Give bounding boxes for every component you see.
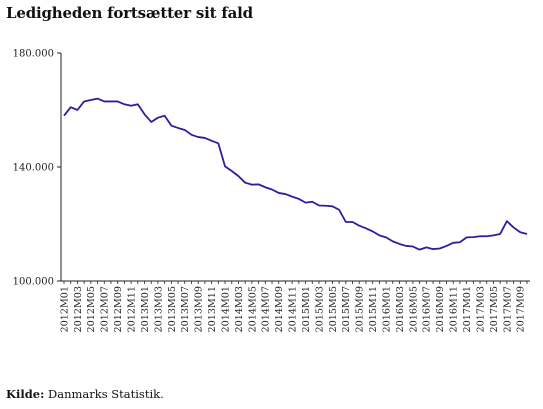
x-tick-label: 2017M09 xyxy=(516,286,527,332)
x-tick-label: 2013M07 xyxy=(180,286,191,332)
x-tick-label: 2013M09 xyxy=(194,286,205,332)
x-tick-label: 2012M01 xyxy=(59,286,70,332)
x-tick-label: 2017M01 xyxy=(462,286,473,332)
x-tick-label: 2014M09 xyxy=(274,286,285,332)
x-tick-label: 2015M01 xyxy=(301,286,312,332)
x-tick-label: 2017M07 xyxy=(502,286,513,332)
x-tick-label: 2016M07 xyxy=(422,286,433,332)
x-tick-label: 2014M03 xyxy=(234,286,245,332)
x-tick-label: 2014M11 xyxy=(288,286,299,332)
source-text: Danmarks Statistik. xyxy=(44,387,164,401)
x-tick-label: 2015M09 xyxy=(355,286,366,332)
x-tick-label: 2017M03 xyxy=(475,286,486,332)
x-tick-label: 2014M01 xyxy=(220,286,231,332)
x-tick-label: 2016M01 xyxy=(381,286,392,332)
x-tick-label: 2013M05 xyxy=(167,286,178,332)
x-axis-ticks: 2012M01 2012M03 2012M05 2012M07 2012M09 2012M… xyxy=(59,281,528,332)
y-tick-label: 180.000 xyxy=(13,49,54,60)
x-tick-label: 2016M03 xyxy=(395,286,406,332)
series-line-0 xyxy=(63,97,528,251)
x-tick-label: 2012M11 xyxy=(127,286,138,332)
x-tick-label: 2016M09 xyxy=(435,286,446,332)
x-tick-label: 2014M07 xyxy=(261,286,272,332)
x-tick-label: 2013M03 xyxy=(153,286,164,332)
x-tick-label: 2012M07 xyxy=(100,286,111,332)
series-lines xyxy=(63,97,528,251)
chart-axes xyxy=(60,53,530,282)
x-tick-label: 2014M05 xyxy=(247,286,258,332)
x-tick-label: 2016M11 xyxy=(449,286,460,332)
x-tick-label: 2015M11 xyxy=(368,286,379,332)
x-tick-label: 2015M05 xyxy=(328,286,339,332)
source-label: Kilde: xyxy=(6,387,45,401)
x-tick-label: 2012M09 xyxy=(113,286,124,332)
y-tick-label: 140.000 xyxy=(13,163,54,174)
x-tick-label: 2013M01 xyxy=(140,286,151,332)
x-tick-label: 2017M05 xyxy=(489,286,500,332)
chart-title: Ledigheden fortsætter sit fald xyxy=(6,4,253,22)
y-tick-label: 100.000 xyxy=(13,277,54,288)
y-axis-ticks: 100.000 140.000 180.000 xyxy=(13,49,61,288)
x-tick-label: 2015M03 xyxy=(314,286,325,332)
x-tick-label: 2012M05 xyxy=(86,286,97,332)
source-note: Kilde: Danmarks Statistik. xyxy=(6,387,164,401)
x-tick-label: 2012M03 xyxy=(73,286,84,332)
x-tick-label: 2013M11 xyxy=(207,286,218,332)
x-tick-label: 2016M05 xyxy=(408,286,419,332)
x-tick-label: 2015M07 xyxy=(341,286,352,332)
